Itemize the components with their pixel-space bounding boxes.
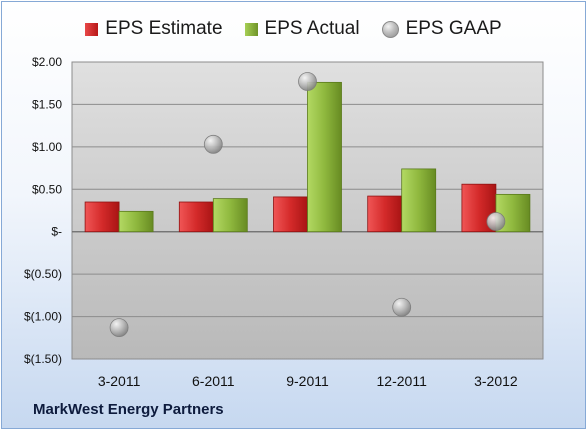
bar-eps-estimate <box>178 201 214 233</box>
legend-label-eps-gaap: EPS GAAP <box>405 18 502 39</box>
x-tick-label: 9-2011 <box>286 373 329 389</box>
point-eps-gaap <box>109 318 129 338</box>
legend-label-eps-estimate: EPS Estimate <box>105 18 223 39</box>
point-eps-gaap <box>486 212 506 231</box>
legend-swatch-eps-actual <box>244 22 258 36</box>
legend-label-eps-actual: EPS Actual <box>264 18 360 39</box>
legend-item-eps-estimate: EPS Estimate <box>85 18 223 40</box>
legend-item-eps-actual: EPS Actual <box>244 18 360 40</box>
bar-eps-actual <box>118 210 154 233</box>
y-tick-label: $(1.00) <box>24 310 62 324</box>
bar-eps-actual <box>307 81 342 233</box>
y-tick-label: $(0.50) <box>24 267 62 281</box>
legend-swatch-eps-estimate <box>85 22 99 36</box>
y-tick-label: $2.00 <box>32 55 62 69</box>
x-tick-label: 6-2011 <box>192 373 235 389</box>
x-tick-label: 12-2011 <box>377 373 428 389</box>
bar-eps-actual <box>212 198 248 233</box>
point-eps-gaap <box>392 297 412 317</box>
point-eps-gaap <box>298 72 317 91</box>
x-tick-label: 3-2011 <box>98 373 141 389</box>
y-tick-label: $1.00 <box>32 140 62 154</box>
company-name: MarkWest Energy Partners <box>33 401 224 418</box>
y-tick-label: $0.50 <box>32 182 62 196</box>
legend-item-eps-gaap: EPS GAAP <box>381 18 502 40</box>
x-tick-label: 3-2012 <box>474 373 518 389</box>
bar-eps-estimate <box>273 196 308 233</box>
y-tick-label: $- <box>51 225 62 239</box>
bar-eps-estimate <box>367 195 403 233</box>
legend: EPS Estimate EPS Actual EPS GAAP <box>0 16 587 42</box>
point-eps-gaap <box>203 134 223 154</box>
legend-marker-eps-gaap <box>381 20 399 38</box>
bar-eps-actual <box>401 168 437 233</box>
y-tick-label: $(1.50) <box>24 352 62 366</box>
bar-eps-estimate <box>84 201 120 233</box>
y-tick-label: $1.50 <box>32 97 62 111</box>
